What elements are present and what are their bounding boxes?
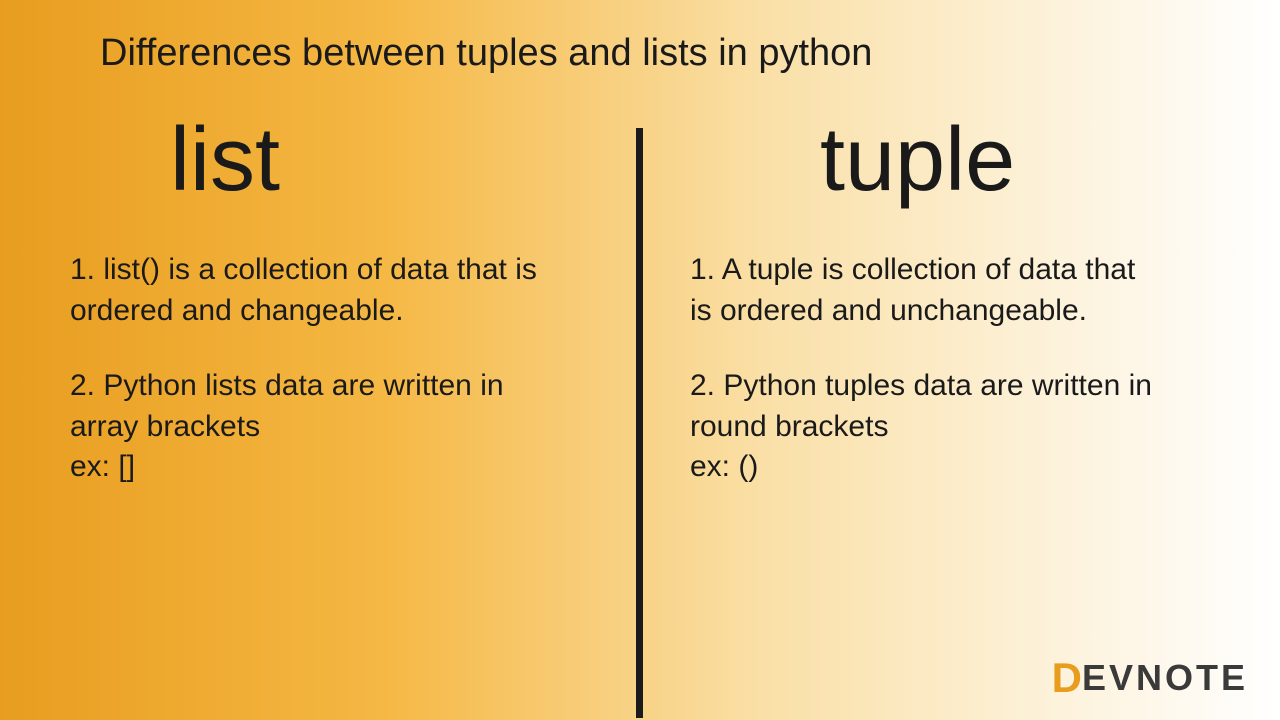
list-heading: list [70,115,570,205]
tuple-point-1: 1. A tuple is collection of data that is… [690,250,1160,331]
logo-d-icon: D [1052,654,1080,702]
logo-text: EVNOTE [1082,657,1248,699]
tuple-column: tuple 1. A tuple is collection of data t… [690,115,1190,523]
list-point-2: 2. Python lists data are written in arra… [70,366,540,488]
list-point-1: 1. list() is a collection of data that i… [70,250,540,331]
main-title: Differences between tuples and lists in … [100,32,872,75]
devnote-logo: D EVNOTE [1052,654,1248,702]
vertical-divider [636,128,643,718]
tuple-point-2: 2. Python tuples data are written in rou… [690,366,1160,488]
list-column: list 1. list() is a collection of data t… [70,115,570,523]
tuple-heading: tuple [690,115,1190,205]
